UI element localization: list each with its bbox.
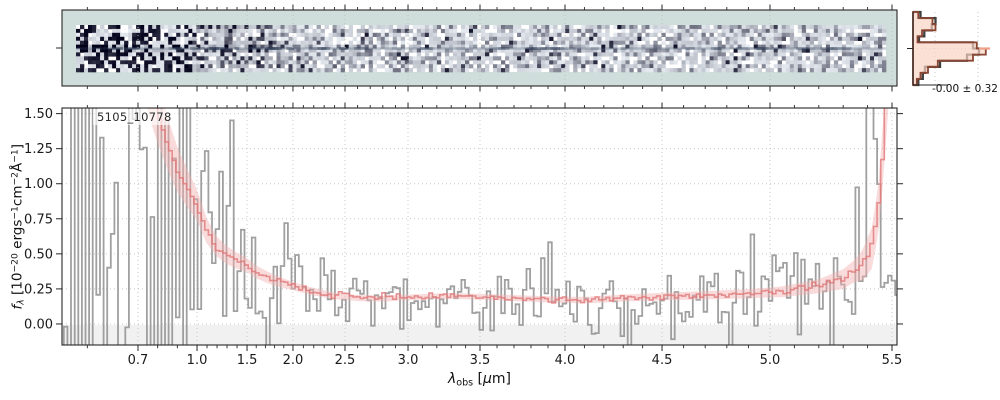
svg-text:5.0: 5.0	[760, 353, 781, 368]
y-axis-label: fλ [10−20 ergs−1cm−2Å−1]	[9, 143, 27, 310]
svg-text:0.50: 0.50	[24, 247, 53, 262]
svg-text:4.5: 4.5	[652, 353, 673, 368]
svg-text:1.0: 1.0	[187, 353, 208, 368]
panel-histogram	[907, 10, 993, 87]
model-line	[157, 108, 886, 304]
svg-text:2.0: 2.0	[283, 353, 304, 368]
axes-2d	[56, 4, 898, 92]
below-zero-shade	[62, 324, 897, 345]
svg-text:2.5: 2.5	[335, 353, 356, 368]
svg-text:1.00: 1.00	[24, 177, 53, 192]
svg-text:0.75: 0.75	[24, 212, 53, 227]
panel-1d-spectrum: 0.7 1.0 1.5 2.0 2.5 3.0 3.5 4.0 4.5 5.0 5.5 0.00 0.2…	[24, 102, 903, 368]
svg-text:5.5: 5.5	[882, 353, 903, 368]
svg-text:3.0: 3.0	[398, 353, 419, 368]
panel-2d-spectrum	[56, 4, 898, 92]
axes-main	[56, 102, 903, 351]
speckle-field	[76, 25, 887, 73]
gridlines-2d	[137, 11, 893, 85]
y-tick-labels: 0.00 0.25 0.50 0.75 1.00 1.25 1.50	[24, 107, 53, 332]
svg-text:1.50: 1.50	[24, 107, 53, 122]
object-id-label: 5105_10778	[93, 109, 176, 125]
svg-text:0.25: 0.25	[24, 282, 53, 297]
x-tick-labels: 0.7 1.0 1.5 2.0 2.5 3.0 3.5 4.0 4.5 5.0 5.5	[128, 353, 903, 368]
svg-text:1.5: 1.5	[237, 353, 258, 368]
trace-line	[76, 47, 886, 50]
x-axis-label: λobs [μm]	[447, 371, 512, 389]
axes-histogram	[907, 12, 948, 86]
svg-text:0.00: 0.00	[24, 317, 53, 332]
histogram-stat-label: -0.00 ± 0.32	[931, 83, 998, 95]
svg-text:4.0: 4.0	[555, 353, 576, 368]
svg-text:0.7: 0.7	[128, 353, 149, 368]
svg-text:3.5: 3.5	[470, 353, 491, 368]
gray-spectrum-line	[62, 108, 897, 345]
svg-text:1.25: 1.25	[24, 142, 53, 157]
uncertainty-band	[146, 108, 889, 304]
